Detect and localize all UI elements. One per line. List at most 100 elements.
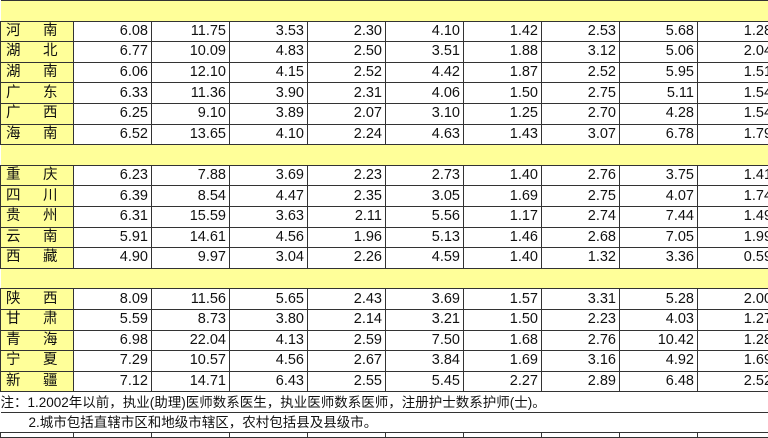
value-cell[interactable]: 14.71 xyxy=(152,371,230,392)
value-cell[interactable]: 2.50 xyxy=(308,42,386,63)
value-cell[interactable]: 4.28 xyxy=(620,103,698,124)
value-cell[interactable]: 2.23 xyxy=(308,165,386,186)
value-cell[interactable]: 8.54 xyxy=(152,186,230,207)
value-cell[interactable]: 3.63 xyxy=(230,206,308,227)
value-cell[interactable]: 1.27 xyxy=(698,309,768,330)
value-cell[interactable]: 7.50 xyxy=(386,330,464,351)
value-cell[interactable]: 2.76 xyxy=(542,330,620,351)
value-cell[interactable]: 1.50 xyxy=(464,309,542,330)
value-cell[interactable]: 2.14 xyxy=(308,309,386,330)
value-cell[interactable]: 1.79 xyxy=(698,124,768,145)
value-cell[interactable]: 1.54 xyxy=(698,103,768,124)
value-cell[interactable]: 6.25 xyxy=(74,103,152,124)
value-cell[interactable]: 4.42 xyxy=(386,62,464,83)
value-cell[interactable]: 4.47 xyxy=(230,186,308,207)
value-cell[interactable]: 6.48 xyxy=(620,371,698,392)
value-cell[interactable]: 1.46 xyxy=(464,227,542,248)
value-cell[interactable]: 10.57 xyxy=(152,351,230,372)
value-cell[interactable]: 6.23 xyxy=(74,165,152,186)
value-cell[interactable]: 4.56 xyxy=(230,351,308,372)
value-cell[interactable]: 5.13 xyxy=(386,227,464,248)
value-cell[interactable]: 3.90 xyxy=(230,83,308,104)
value-cell[interactable]: 1.88 xyxy=(464,42,542,63)
value-cell[interactable]: 11.75 xyxy=(152,21,230,42)
value-cell[interactable]: 4.90 xyxy=(74,248,152,269)
value-cell[interactable]: 2.11 xyxy=(308,206,386,227)
value-cell[interactable]: 5.59 xyxy=(74,309,152,330)
value-cell[interactable]: 6.52 xyxy=(74,124,152,145)
value-cell[interactable]: 2.75 xyxy=(542,83,620,104)
value-cell[interactable]: 2.31 xyxy=(308,83,386,104)
value-cell[interactable]: 5.11 xyxy=(620,83,698,104)
value-cell[interactable]: 14.61 xyxy=(152,227,230,248)
region-name-cell[interactable]: 湖北 xyxy=(1,42,74,63)
value-cell[interactable]: 2.67 xyxy=(308,351,386,372)
value-cell[interactable]: 3.07 xyxy=(542,124,620,145)
value-cell[interactable]: 4.59 xyxy=(386,248,464,269)
region-name-cell[interactable]: 陕西 xyxy=(1,289,74,310)
value-cell[interactable]: 1.51 xyxy=(698,62,768,83)
region-name-cell[interactable]: 云南 xyxy=(1,227,74,248)
value-cell[interactable]: 1.32 xyxy=(542,248,620,269)
value-cell[interactable]: 2.59 xyxy=(308,330,386,351)
value-cell[interactable]: 4.10 xyxy=(386,21,464,42)
value-cell[interactable]: 6.43 xyxy=(230,371,308,392)
value-cell[interactable]: 8.73 xyxy=(152,309,230,330)
value-cell[interactable]: 22.04 xyxy=(152,330,230,351)
region-name-cell[interactable]: 河南 xyxy=(1,21,74,42)
region-name-cell[interactable]: 广东 xyxy=(1,83,74,104)
value-cell[interactable]: 1.28 xyxy=(698,330,768,351)
value-cell[interactable]: 2.89 xyxy=(542,371,620,392)
value-cell[interactable]: 4.15 xyxy=(230,62,308,83)
value-cell[interactable]: 6.77 xyxy=(74,42,152,63)
value-cell[interactable]: 3.51 xyxy=(386,42,464,63)
value-cell[interactable]: 3.04 xyxy=(230,248,308,269)
value-cell[interactable]: 2.70 xyxy=(542,103,620,124)
value-cell[interactable]: 1.54 xyxy=(698,83,768,104)
value-cell[interactable]: 1.69 xyxy=(698,351,768,372)
value-cell[interactable]: 0.59 xyxy=(698,248,768,269)
value-cell[interactable]: 11.56 xyxy=(152,289,230,310)
value-cell[interactable]: 3.53 xyxy=(230,21,308,42)
value-cell[interactable]: 7.29 xyxy=(74,351,152,372)
value-cell[interactable]: 1.99 xyxy=(698,227,768,248)
region-name-cell[interactable]: 甘肃 xyxy=(1,309,74,330)
value-cell[interactable]: 2.35 xyxy=(308,186,386,207)
value-cell[interactable]: 11.36 xyxy=(152,83,230,104)
value-cell[interactable]: 4.56 xyxy=(230,227,308,248)
value-cell[interactable]: 6.06 xyxy=(74,62,152,83)
value-cell[interactable]: 3.12 xyxy=(542,42,620,63)
region-name-cell[interactable]: 青海 xyxy=(1,330,74,351)
region-name-cell[interactable]: 宁夏 xyxy=(1,351,74,372)
value-cell[interactable]: 3.69 xyxy=(230,165,308,186)
value-cell[interactable]: 5.65 xyxy=(230,289,308,310)
region-name-cell[interactable]: 广西 xyxy=(1,103,74,124)
value-cell[interactable]: 1.69 xyxy=(464,186,542,207)
value-cell[interactable]: 3.89 xyxy=(230,103,308,124)
value-cell[interactable]: 3.80 xyxy=(230,309,308,330)
value-cell[interactable]: 2.52 xyxy=(698,371,768,392)
region-name-cell[interactable]: 西藏 xyxy=(1,248,74,269)
value-cell[interactable]: 2.30 xyxy=(308,21,386,42)
value-cell[interactable]: 3.21 xyxy=(386,309,464,330)
value-cell[interactable]: 3.10 xyxy=(386,103,464,124)
value-cell[interactable]: 1.25 xyxy=(464,103,542,124)
region-name-cell[interactable]: 新疆 xyxy=(1,371,74,392)
value-cell[interactable]: 1.28 xyxy=(698,21,768,42)
value-cell[interactable]: 2.04 xyxy=(698,42,768,63)
value-cell[interactable]: 7.05 xyxy=(620,227,698,248)
region-name-cell[interactable]: 贵州 xyxy=(1,206,74,227)
value-cell[interactable]: 10.42 xyxy=(620,330,698,351)
value-cell[interactable]: 3.16 xyxy=(542,351,620,372)
value-cell[interactable]: 7.12 xyxy=(74,371,152,392)
value-cell[interactable]: 4.83 xyxy=(230,42,308,63)
region-name-cell[interactable]: 湖南 xyxy=(1,62,74,83)
value-cell[interactable]: 6.98 xyxy=(74,330,152,351)
value-cell[interactable]: 6.78 xyxy=(620,124,698,145)
value-cell[interactable]: 3.69 xyxy=(386,289,464,310)
value-cell[interactable]: 1.40 xyxy=(464,248,542,269)
value-cell[interactable]: 2.07 xyxy=(308,103,386,124)
value-cell[interactable]: 1.40 xyxy=(464,165,542,186)
value-cell[interactable]: 2.53 xyxy=(542,21,620,42)
value-cell[interactable]: 1.17 xyxy=(464,206,542,227)
